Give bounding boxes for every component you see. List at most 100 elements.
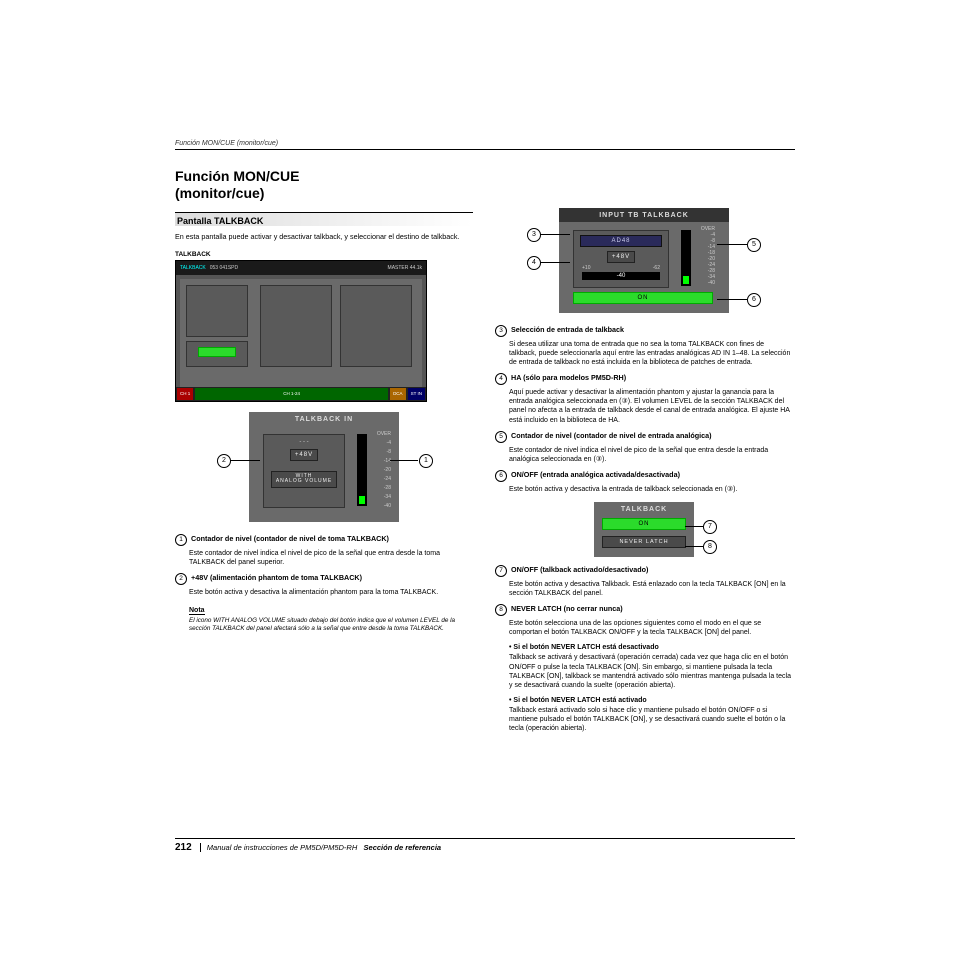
item-7: 7 ON/OFF (talkback activado/desactivado) [495,565,793,577]
fig-talkback-in-wrap: TALKBACK IN - - - +48V WITH ANALOG VOLUM… [175,412,473,522]
page: Función MON/CUE (monitor/cue) Función MO… [175,140,795,739]
bullet-1-title: Si el botón NEVER LATCH está activado [509,696,793,705]
callout-2: 2 [217,454,231,468]
callout-6: 6 [747,293,761,307]
col-left: Función MON/CUE (monitor/cue) Pantalla T… [175,168,473,739]
ss-top-right: MASTER 44.1k [388,265,422,271]
screenshot-talkback: TALKBACK 053 041SPD MASTER 44.1k CH 1 CH… [175,260,427,402]
item-num: 6 [495,470,507,482]
footer: 212 Manual de instrucciones de PM5D/PM5D… [175,838,795,853]
footer-section: Sección de referencia [364,843,442,852]
tick: -24 [369,475,391,484]
item-7-body: Este botón activa y desactiva Talkback. … [509,580,793,598]
in-tb-box: AD48 +48V +10 -62 -40 [573,230,669,288]
tick: -28 [369,484,391,493]
item-title: ON/OFF (entrada analógica activada/desac… [511,470,680,479]
bullet-1-body: Talkback estará activado solo si hace cl… [509,706,793,733]
panel-tb-small: TALKBACK ON NEVER LATCH [594,502,694,557]
item-1-body: Este contador de nivel indica el nivel d… [189,549,473,567]
tb-in-dash: - - - [264,439,344,445]
screenshot-bottom: CH 1 CH 1-24 DCA ST IN [176,387,426,401]
lead [717,244,747,245]
item-2-body: Este botón activa y desactiva la aliment… [189,588,473,597]
item-num: 2 [175,573,187,585]
ss-top-mid: 053 041SPD [210,265,238,271]
title-line2: (monitor/cue) [175,185,264,201]
item-5-body: Este contador de nivel indica el nivel d… [509,446,793,464]
gain-hi: -62 [653,265,660,271]
bullet-0-body: Talkback se activará y desactivará (oper… [509,653,793,689]
in-tb-on-button[interactable]: ON [573,292,713,304]
tb-in-48v-button[interactable]: +48V [290,449,318,461]
screenshot-topbar: TALKBACK 053 041SPD MASTER 44.1k [176,261,426,275]
ss-tab-1[interactable]: CH 1-24 [195,388,388,400]
lead [685,526,703,527]
item-num: 8 [495,604,507,616]
ss-tab-0[interactable]: CH 1 [177,388,193,400]
tick: -14 [369,457,391,466]
item-num: 3 [495,325,507,337]
caption-talkback: TALKBACK [175,251,473,258]
tb-in-ticks: OVER -4 -8 -14 -20 -24 -28 -34 -40 [369,430,391,511]
item-title: NEVER LATCH (no cerrar nunca) [511,604,623,613]
tick: -20 [369,466,391,475]
in-tb-slot-button[interactable]: AD48 [580,235,662,247]
tb-in-title: TALKBACK IN [249,412,399,426]
tb-sm-on-button[interactable]: ON [602,518,686,530]
item-title: Contador de nivel (contador de nivel de … [511,431,712,440]
lead [540,234,570,235]
panel-input-tb: INPUT TB TALKBACK AD48 +48V +10 -62 -40 [559,208,729,313]
nota-label: Nota [189,607,205,615]
nota-body: El icono WITH ANALOG VOLUME situado deba… [189,617,473,633]
footer-text: Manual de instrucciones de PM5D/PM5D-RH [200,843,357,852]
item-5: 5 Contador de nivel (contador de nivel d… [495,431,793,443]
ss-tab-3[interactable]: ST IN [408,388,425,400]
callout-8: 8 [703,540,717,554]
in-tb-meter [681,230,691,286]
item-title: Contador de nivel (contador de nivel de … [191,534,389,543]
title-line1: Función MON/CUE [175,168,299,184]
item-1: 1 Contador de nivel (contador de nivel d… [175,534,473,546]
tick: -40 [693,280,715,286]
tb-in-meter [357,434,367,506]
item-title: HA (sólo para modelos PM5D-RH) [511,373,626,382]
item-8: 8 NEVER LATCH (no cerrar nunca) [495,604,793,616]
page-number: 212 [175,842,192,853]
item-title: Selección de entrada de talkback [511,325,624,334]
item-4: 4 HA (sólo para modelos PM5D-RH) [495,373,793,385]
columns: Función MON/CUE (monitor/cue) Pantalla T… [175,168,795,739]
item-8-body: Este botón selecciona una de las opcione… [509,619,793,637]
callout-7: 7 [703,520,717,534]
item-title: +48V (alimentación phantom de toma TALKB… [191,573,362,582]
gain-lo: +10 [582,265,590,271]
page-title: Función MON/CUE (monitor/cue) [175,168,473,202]
fig-tb-small-wrap: TALKBACK ON NEVER LATCH 7 8 [495,502,793,557]
callout-5: 5 [747,238,761,252]
subhead: Pantalla TALKBACK [175,212,473,226]
item-num: 4 [495,373,507,385]
col-right: INPUT TB TALKBACK AD48 +48V +10 -62 -40 [495,168,793,739]
in-tb-ticks: OVER -4 -8 -14 -18 -20 -24 -28 -34 -40 [693,226,715,286]
callout-3: 3 [527,228,541,242]
item-3: 3 Selección de entrada de talkback [495,325,793,337]
tick: -4 [369,439,391,448]
tick: -40 [369,502,391,511]
tb-in-analog-button[interactable]: WITH ANALOG VOLUME [271,471,337,488]
intro-text: En esta pantalla puede activar y desacti… [175,232,473,241]
lead [685,546,703,547]
gain-val: -40 [582,272,660,280]
running-header: Función MON/CUE (monitor/cue) [175,140,795,150]
tb-sm-never-button[interactable]: NEVER LATCH [602,536,686,548]
ss-top-left: TALKBACK [180,265,206,271]
tb-in-box: - - - +48V WITH ANALOG VOLUME [263,434,345,508]
in-tb-48v-button[interactable]: +48V [607,251,635,263]
item-6: 6 ON/OFF (entrada analógica activada/des… [495,470,793,482]
item-num: 7 [495,565,507,577]
callout-1: 1 [419,454,433,468]
tick: OVER [369,430,391,439]
ss-tab-2[interactable]: DCA [390,388,406,400]
lead [540,262,570,263]
tb-sm-title: TALKBACK [594,502,694,516]
item-num: 1 [175,534,187,546]
lead [390,460,418,461]
